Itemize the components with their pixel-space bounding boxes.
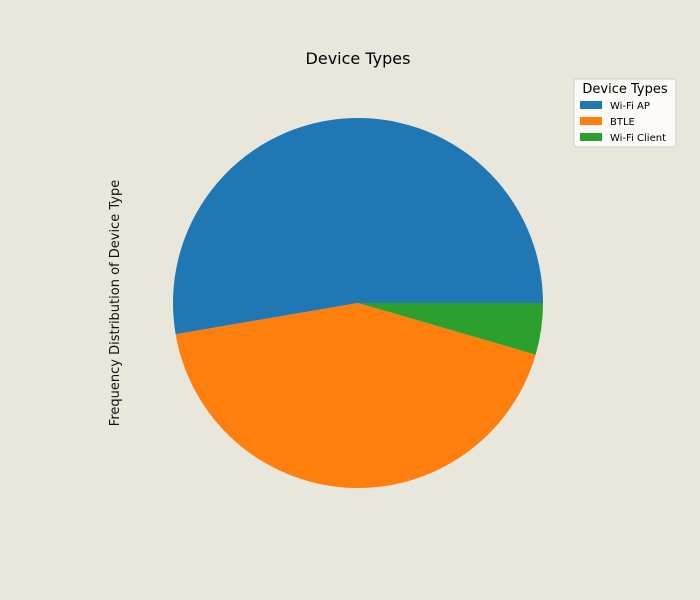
- legend-label: Wi-Fi Client: [610, 133, 666, 144]
- pie-slices: [173, 118, 544, 489]
- y-axis-label: Frequency Distribution of Device Type: [108, 180, 123, 426]
- legend-swatch: [580, 117, 602, 125]
- chart-title: Device Types: [306, 49, 411, 68]
- pie-slice-wi-fi-client: [358, 303, 544, 355]
- legend-swatch: [580, 133, 602, 141]
- legend-label: Wi-Fi AP: [610, 101, 650, 112]
- legend: Device Types Wi-Fi AP BTLE Wi-Fi Client: [573, 78, 677, 148]
- legend-title: Device Types: [582, 82, 667, 97]
- legend-swatch: [580, 101, 602, 109]
- legend-label: BTLE: [610, 117, 635, 128]
- legend-box: [573, 78, 677, 148]
- pie-slice-btle: [175, 303, 536, 489]
- legend-items: Wi-Fi AP BTLE Wi-Fi Client: [580, 101, 666, 144]
- pie-slice-wi-fi-ap: [173, 118, 543, 335]
